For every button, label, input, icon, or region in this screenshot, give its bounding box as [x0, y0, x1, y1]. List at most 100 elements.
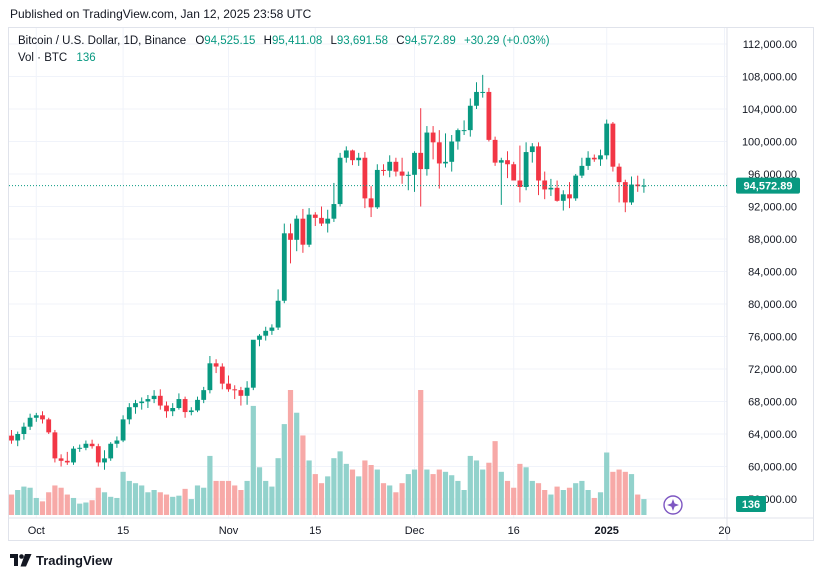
- y-tick-label: 112,000.00: [743, 39, 797, 51]
- volume-bar: [294, 412, 300, 515]
- volume-bar: [101, 492, 108, 515]
- volume-bar: [176, 495, 182, 515]
- candle-body: [443, 161, 448, 164]
- volume-bar: [480, 469, 486, 515]
- volume-bar: [473, 460, 480, 515]
- tradingview-logo-icon: [10, 554, 32, 567]
- candle-body: [424, 132, 430, 170]
- y-tick-label: 88,000.00: [748, 234, 797, 246]
- chart-frame: [8, 27, 814, 541]
- candle-body: [108, 443, 114, 459]
- candle-body: [567, 194, 572, 199]
- volume-bar: [318, 483, 325, 515]
- x-tick-label: 20: [718, 525, 730, 537]
- candle-body: [250, 339, 256, 388]
- volume-bar: [517, 463, 523, 515]
- candle-body: [579, 165, 585, 176]
- candle-body: [257, 335, 262, 340]
- candle-body: [151, 395, 157, 400]
- volume-bar: [213, 480, 219, 515]
- volume-bar: [405, 474, 411, 515]
- volume-bar: [498, 471, 504, 515]
- volume-bar: [139, 485, 145, 515]
- candle-body: [467, 105, 473, 131]
- candle-body: [46, 419, 52, 433]
- candle-body: [33, 415, 39, 418]
- volume-bar: [300, 435, 306, 515]
- volume-bar: [436, 469, 442, 515]
- candles: [9, 74, 647, 470]
- volume-bar: [325, 476, 331, 515]
- grid: [9, 28, 813, 541]
- change-value: +30.29 (+0.03%): [463, 35, 550, 47]
- candle-body: [387, 161, 393, 171]
- volume-bar: [610, 471, 616, 515]
- volume-bar: [120, 471, 126, 515]
- volume-bar: [591, 497, 597, 515]
- x-tick-label: 2025: [594, 525, 618, 537]
- volume-bar: [114, 497, 120, 515]
- volume-bar: [573, 483, 579, 515]
- volume-bar: [641, 499, 647, 515]
- volume-bar: [27, 487, 33, 515]
- volume-bar: [387, 485, 393, 515]
- candle-body: [573, 175, 579, 199]
- candle-body: [269, 327, 275, 331]
- y-tick-label: 72,000.00: [748, 364, 797, 376]
- sparkle-icon[interactable]: [663, 495, 683, 515]
- volume-label: Vol · BTC: [18, 52, 68, 64]
- candle-body: [486, 91, 492, 140]
- volume-bar: [145, 492, 151, 515]
- volume-legend: Vol · BTC 136: [18, 52, 96, 64]
- candle-body: [213, 363, 219, 367]
- y-tick-label: 76,000.00: [748, 332, 797, 344]
- candle-body: [188, 410, 194, 413]
- price-axis: 112,000.00 108,000.00 104,000.00 100,000.00…: [742, 39, 797, 506]
- candle-body: [201, 390, 207, 400]
- volume-bar: [548, 494, 554, 515]
- ohlc-legend: Bitcoin / U.S. Dollar, 1D, Binance O94,5…: [18, 35, 550, 47]
- brand-label: TradingView: [36, 553, 113, 568]
- volume-bar: [622, 471, 628, 515]
- volume-bar: [511, 487, 517, 515]
- volume-badge: [736, 496, 766, 512]
- candle-body: [95, 446, 101, 463]
- tradingview-footer[interactable]: TradingView: [10, 553, 112, 568]
- volume-bar: [219, 480, 225, 515]
- candle-body: [430, 132, 436, 143]
- volume-bar: [424, 469, 430, 515]
- candle-body: [157, 395, 163, 406]
- candle-body: [114, 440, 120, 444]
- candle-body: [319, 217, 324, 224]
- volume-bar: [312, 474, 318, 515]
- volume-bar: [523, 467, 529, 515]
- volume-bar: [368, 465, 374, 515]
- candle-body: [548, 187, 554, 190]
- volume-bar: [52, 485, 58, 515]
- volume-badge-label: 136: [742, 499, 760, 511]
- volume-bar: [77, 503, 83, 515]
- candle-body: [517, 180, 523, 187]
- volume-bar: [225, 480, 232, 515]
- candle-body: [405, 174, 411, 176]
- volume-bar: [616, 469, 622, 515]
- time-axis: Oct 15 Nov 15 Dec 16 2025 20: [28, 525, 731, 537]
- candle-body: [164, 405, 169, 412]
- candle-body: [418, 152, 424, 170]
- volume-bar: [151, 490, 157, 515]
- volume-bar: [461, 490, 467, 515]
- candle-body: [207, 363, 213, 391]
- published-note: Published on TradingView.com, Jan 12, 20…: [10, 7, 312, 21]
- candle-body: [126, 407, 132, 420]
- candle-body: [480, 91, 486, 93]
- candle-body: [412, 152, 417, 175]
- candle-body: [275, 300, 281, 328]
- volume-bar: [380, 483, 387, 515]
- candle-body: [9, 435, 14, 441]
- volume-bar: [430, 474, 436, 515]
- candle-body: [542, 180, 548, 190]
- axis-badges: 94,572.89 136: [663, 177, 800, 515]
- volume-bar: [455, 480, 461, 515]
- volume-bar: [275, 458, 281, 515]
